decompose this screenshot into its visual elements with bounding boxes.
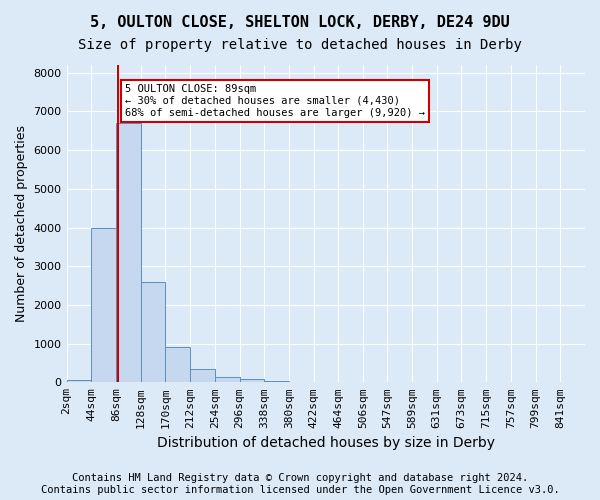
Bar bbox=[215, 378, 239, 382]
Bar bbox=[264, 381, 289, 382]
Text: Contains HM Land Registry data © Crown copyright and database right 2024.
Contai: Contains HM Land Registry data © Crown c… bbox=[41, 474, 559, 495]
Bar bbox=[166, 348, 190, 382]
Text: Size of property relative to detached houses in Derby: Size of property relative to detached ho… bbox=[78, 38, 522, 52]
Bar bbox=[239, 379, 264, 382]
Text: 5 OULTON CLOSE: 89sqm
← 30% of detached houses are smaller (4,430)
68% of semi-d: 5 OULTON CLOSE: 89sqm ← 30% of detached … bbox=[125, 84, 425, 117]
Bar bbox=[140, 282, 166, 382]
Bar bbox=[116, 123, 140, 382]
Bar bbox=[91, 228, 116, 382]
Bar bbox=[190, 369, 215, 382]
Y-axis label: Number of detached properties: Number of detached properties bbox=[15, 125, 28, 322]
Bar bbox=[67, 380, 91, 382]
Text: 5, OULTON CLOSE, SHELTON LOCK, DERBY, DE24 9DU: 5, OULTON CLOSE, SHELTON LOCK, DERBY, DE… bbox=[90, 15, 510, 30]
X-axis label: Distribution of detached houses by size in Derby: Distribution of detached houses by size … bbox=[157, 436, 495, 450]
